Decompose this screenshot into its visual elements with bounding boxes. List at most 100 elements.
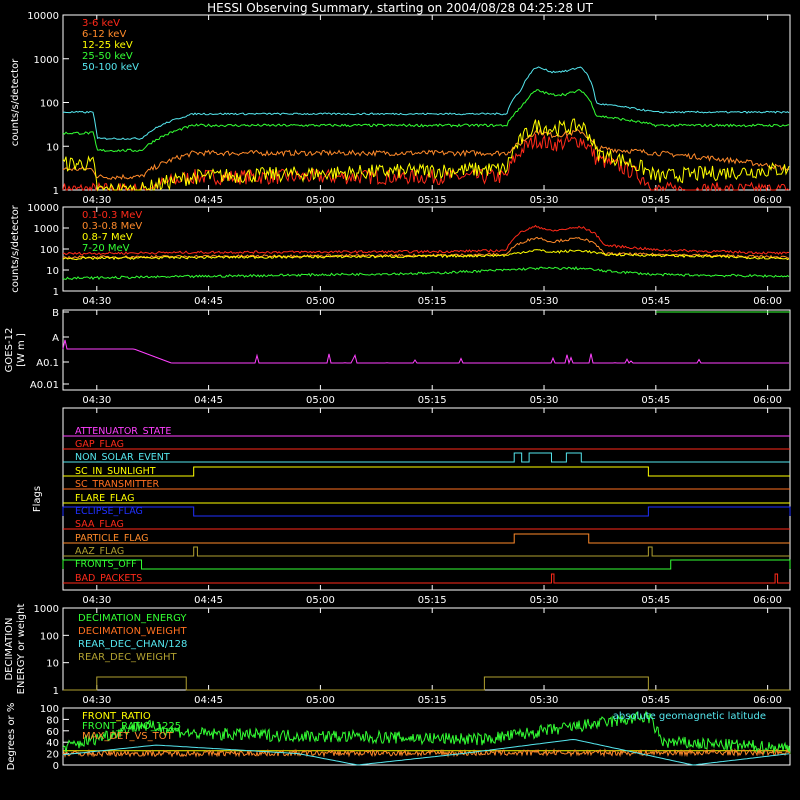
decimation-ytick-label: 100	[40, 631, 59, 642]
goes-xtick-label: 05:30	[530, 395, 559, 406]
high-energy-xtick-label: 05:15	[418, 296, 447, 307]
decimation-xtick-label: 05:15	[418, 695, 447, 706]
ratios-line-3	[62, 738, 790, 766]
flags-xtick-label: 06:00	[753, 595, 782, 606]
decimation-xtick-label: 06:00	[753, 695, 782, 706]
low-energy-line-1	[62, 128, 790, 180]
decimation-ytick-label: 1	[53, 686, 59, 697]
flags-ylabel: Flags	[32, 486, 43, 512]
goes-ylabel-units: [W m ]	[16, 333, 27, 367]
ratios-legend-3: absolute geomagnetic latitude	[613, 711, 766, 722]
flag-line-2	[63, 452, 790, 463]
flag-line-6	[62, 506, 791, 517]
plots-group: 1 10 100 100 0 10000 counts/s/detector 04:30 04:…	[4, 11, 791, 772]
flag-label-10: FRONTS_OFF	[75, 559, 137, 570]
ratios-legend-2: MAX_DET_VS_TOT	[82, 731, 174, 742]
ratios-line-1	[62, 710, 791, 755]
low-energy-line-4	[62, 66, 790, 140]
high-energy-ylabel: counts/s/detector	[10, 204, 21, 292]
ratios-legend-1: FRONT_RATIO_1225	[82, 721, 181, 732]
ratios-ytick-label: 100	[40, 704, 59, 715]
goes-xtick-label: 05:00	[306, 395, 335, 406]
low-energy-xtick-label: 04:30	[82, 195, 111, 206]
goes-xtick-label: 04:45	[194, 395, 223, 406]
high-energy-xtick-label: 05:30	[530, 296, 559, 307]
low-energy-line-2	[62, 118, 790, 192]
low-energy-legend-4: 50-100 keV	[82, 62, 139, 73]
flag-label-1: GAP_FLAG	[75, 439, 124, 450]
low-energy-ytick-label: 1	[53, 186, 59, 197]
decimation-xtick-label: 05:30	[530, 695, 559, 706]
goes-xtick-label: 05:15	[418, 395, 447, 406]
high-energy-legend-1: 0.3-0.8 MeV	[82, 221, 142, 232]
high-energy-xtick-label: 06:00	[753, 296, 782, 307]
goes-xtick-label: 06:00	[753, 395, 782, 406]
flag-line-8	[63, 533, 790, 544]
decimation-legend-0: DECIMATION_ENERGY	[78, 613, 187, 624]
low-energy-legend-2: 12-25 keV	[82, 40, 133, 51]
flag-line-3	[63, 466, 790, 477]
flag-line-10	[62, 559, 791, 570]
flags-xtick-label: 04:45	[194, 595, 223, 606]
high-energy-ytick-label: 10000	[27, 203, 59, 214]
low-energy-ytick-label: 10	[46, 142, 59, 153]
flag-label-4: SC_TRANSMITTER	[75, 479, 160, 490]
low-energy-legend-3: 25-50 keV	[82, 51, 133, 62]
ratios-ytick-label: 20	[46, 750, 59, 761]
ratios-line-2	[62, 747, 791, 758]
flags-xtick-label: 04:30	[82, 595, 111, 606]
ratios-ylabel: Degrees or %	[6, 703, 17, 771]
ratios-ytick-label: 60	[46, 727, 59, 738]
goes-panel-frame	[62, 309, 791, 391]
high-energy-xtick-label: 04:45	[194, 296, 223, 307]
low-energy-xtick-label: 05:00	[306, 195, 335, 206]
high-energy-xtick-label: 04:30	[82, 296, 111, 307]
goes-ytick-label: B	[52, 308, 59, 319]
low-energy-xtick-label: 04:45	[194, 195, 223, 206]
goes-line	[62, 339, 789, 365]
high-energy-ytick-label: 10	[46, 266, 59, 277]
ratios-ytick-label: 80	[46, 715, 59, 726]
low-energy-ytick-label: 10000	[27, 11, 59, 22]
flag-label-5: FLARE_FLAG	[75, 493, 135, 504]
high-energy-legend-2: 0.8-7 MeV	[82, 232, 133, 243]
decimation-ylabel-1: DECIMATION	[4, 617, 15, 680]
low-energy-legend-1: 6-12 keV	[82, 29, 126, 40]
high-energy-ytick-label: 1	[53, 287, 59, 298]
decimation-xtick-label: 05:45	[641, 695, 670, 706]
low-energy-ytick-label: 100	[40, 99, 59, 110]
decimation-xtick-label: 04:45	[194, 695, 223, 706]
flags-xtick-label: 05:00	[306, 595, 335, 606]
decimation-legend-3: REAR_DEC_WEIGHT	[78, 652, 177, 663]
flag-label-8: PARTICLE_FLAG	[75, 533, 148, 544]
decimation-ytick-label: 10	[46, 659, 59, 670]
flags-xtick-label: 05:45	[641, 595, 670, 606]
flags-xtick-label: 05:30	[530, 595, 559, 606]
high-energy-legend-0: 0.1-0.3 MeV	[82, 210, 142, 221]
goes-ytick-label: A	[52, 333, 59, 344]
goes-xtick-label: 04:30	[82, 395, 111, 406]
high-energy-line-0	[62, 224, 790, 256]
flag-line-9	[63, 546, 790, 557]
goes-ylabel: GOES-12	[4, 328, 15, 373]
goes-ytick-label: A0.1	[36, 358, 59, 369]
ratios-ytick-label: 0	[53, 761, 59, 772]
flag-label-11: BAD_PACKETS	[75, 573, 142, 584]
ratios-panel-frame	[62, 707, 791, 766]
ratios-legend-0: FRONT_RATIO	[82, 711, 151, 722]
high-energy-line-2	[62, 249, 790, 261]
low-energy-xtick-label: 05:15	[418, 195, 447, 206]
low-energy-panel-frame	[62, 14, 791, 191]
low-energy-legend-0: 3-6 keV	[82, 18, 120, 29]
flags-panel-frame	[62, 407, 791, 591]
low-energy-xtick-label: 05:45	[641, 195, 670, 206]
high-energy-ytick-label: 100	[40, 245, 59, 256]
decimation-xtick-label: 05:00	[306, 695, 335, 706]
high-energy-xtick-label: 05:45	[641, 296, 670, 307]
flag-line-11	[63, 573, 790, 584]
goes-ytick-label: A0.01	[30, 380, 59, 391]
low-energy-xtick-label: 06:00	[753, 195, 782, 206]
flags-xtick-label: 05:15	[418, 595, 447, 606]
flag-label-9: AAZ_FLAG	[75, 546, 124, 557]
